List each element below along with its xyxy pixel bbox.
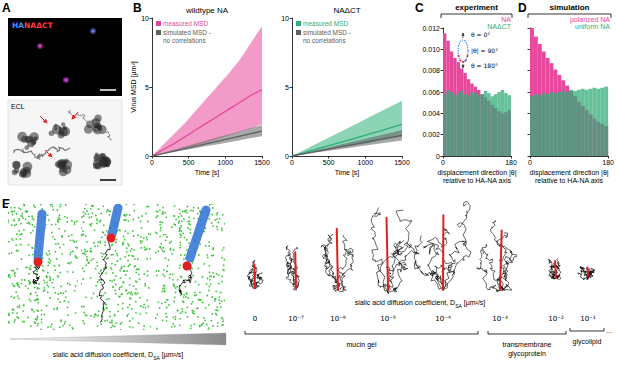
svg-text:Time [s]: Time [s]: [335, 169, 360, 177]
svg-text:1000: 1000: [358, 159, 374, 166]
svg-text:0: 0: [436, 153, 440, 160]
svg-text:Virus MSD [µm²]: Virus MSD [µm²]: [130, 61, 138, 112]
svg-text:glycoprotein: glycoprotein: [508, 350, 546, 358]
svg-text:sialic acid diffusion coeffici: sialic acid diffusion coefficient, DSA […: [53, 351, 184, 361]
svg-text:10⁻⁵: 10⁻⁵: [380, 315, 396, 323]
svg-text:0.012: 0.012: [422, 25, 440, 32]
svg-text:10: 10: [281, 15, 289, 22]
svg-text:1000: 1000: [218, 159, 234, 166]
svg-text:5: 5: [285, 84, 289, 91]
svg-text:10⁻⁷: 10⁻⁷: [288, 315, 304, 323]
svg-text:C: C: [415, 1, 424, 15]
svg-text:measured MSD: measured MSD: [163, 20, 208, 27]
svg-text:500: 500: [323, 159, 335, 166]
svg-text:0: 0: [150, 159, 154, 166]
svg-text:Time [s]: Time [s]: [195, 169, 220, 177]
svg-text:180: 180: [602, 159, 614, 166]
svg-text:5: 5: [145, 84, 149, 91]
svg-text:|θ| = 90°: |θ| = 90°: [471, 47, 498, 55]
svg-text:uniform NA: uniform NA: [575, 23, 610, 30]
svg-text:0.010: 0.010: [422, 46, 440, 53]
svg-text:10⁻⁴: 10⁻⁴: [435, 315, 451, 323]
svg-text:0: 0: [145, 153, 149, 160]
svg-text:experiment: experiment: [455, 3, 498, 12]
svg-text:0: 0: [290, 159, 294, 166]
svg-text:NA: NA: [501, 16, 511, 23]
svg-text:simulated MSD - no correlation: simulated MSD - no correlations: [163, 29, 213, 44]
svg-text:simulated MSD - no correlation: simulated MSD - no correlations: [303, 29, 353, 44]
svg-text:HANAΔCT: HANAΔCT: [12, 21, 53, 30]
svg-text:0.006: 0.006: [422, 89, 440, 96]
svg-text:wildtype NA: wildtype NA: [185, 6, 229, 15]
svg-text:simulation: simulation: [549, 3, 589, 12]
svg-text:1500: 1500: [394, 159, 410, 166]
svg-text:1500: 1500: [254, 159, 270, 166]
svg-text:500: 500: [183, 159, 195, 166]
svg-text:0.002: 0.002: [422, 131, 440, 138]
svg-text:glycolipid: glycolipid: [573, 338, 602, 346]
svg-text:0.008: 0.008: [422, 67, 440, 74]
svg-text:ECL: ECL: [11, 103, 25, 110]
svg-text:10⁻³: 10⁻³: [492, 315, 508, 323]
svg-text:θ = 180°: θ = 180°: [471, 62, 498, 69]
svg-text:NAΔCT: NAΔCT: [333, 6, 360, 15]
svg-text:E: E: [2, 197, 10, 211]
svg-text:transmembrane: transmembrane: [502, 341, 551, 348]
svg-text:A: A: [2, 1, 11, 15]
svg-text:10⁻¹: 10⁻¹: [580, 315, 596, 323]
svg-text:polarized NA: polarized NA: [570, 16, 610, 24]
svg-text:0: 0: [528, 159, 532, 166]
svg-text:10⁻²: 10⁻²: [548, 315, 564, 323]
svg-text:B: B: [133, 1, 142, 15]
svg-text:10⁻⁶: 10⁻⁶: [330, 315, 346, 323]
svg-text:0: 0: [285, 153, 289, 160]
svg-text:NAΔCT: NAΔCT: [487, 23, 511, 30]
svg-text:180: 180: [505, 159, 517, 166]
svg-text:displacement direction |θ|: displacement direction |θ|: [530, 169, 609, 177]
svg-text:0: 0: [253, 315, 257, 323]
svg-text:0: 0: [441, 159, 445, 166]
svg-text:relative to HA-NA axis: relative to HA-NA axis: [535, 177, 604, 184]
svg-text:measured MSD: measured MSD: [303, 20, 348, 27]
svg-text:mucin gel: mucin gel: [347, 341, 377, 349]
svg-text:relative to HA-NA axis: relative to HA-NA axis: [443, 177, 512, 184]
svg-text:displacement direction |θ|: displacement direction |θ|: [437, 169, 516, 177]
svg-text:sialic acid diffusion coeffici: sialic acid diffusion coefficient, DSA […: [355, 299, 486, 309]
svg-text:0.004: 0.004: [422, 110, 440, 117]
svg-text:...: ...: [606, 327, 612, 334]
svg-text:10: 10: [141, 15, 149, 22]
svg-text:D: D: [518, 1, 527, 15]
svg-text:θ = 0°: θ = 0°: [471, 31, 490, 38]
